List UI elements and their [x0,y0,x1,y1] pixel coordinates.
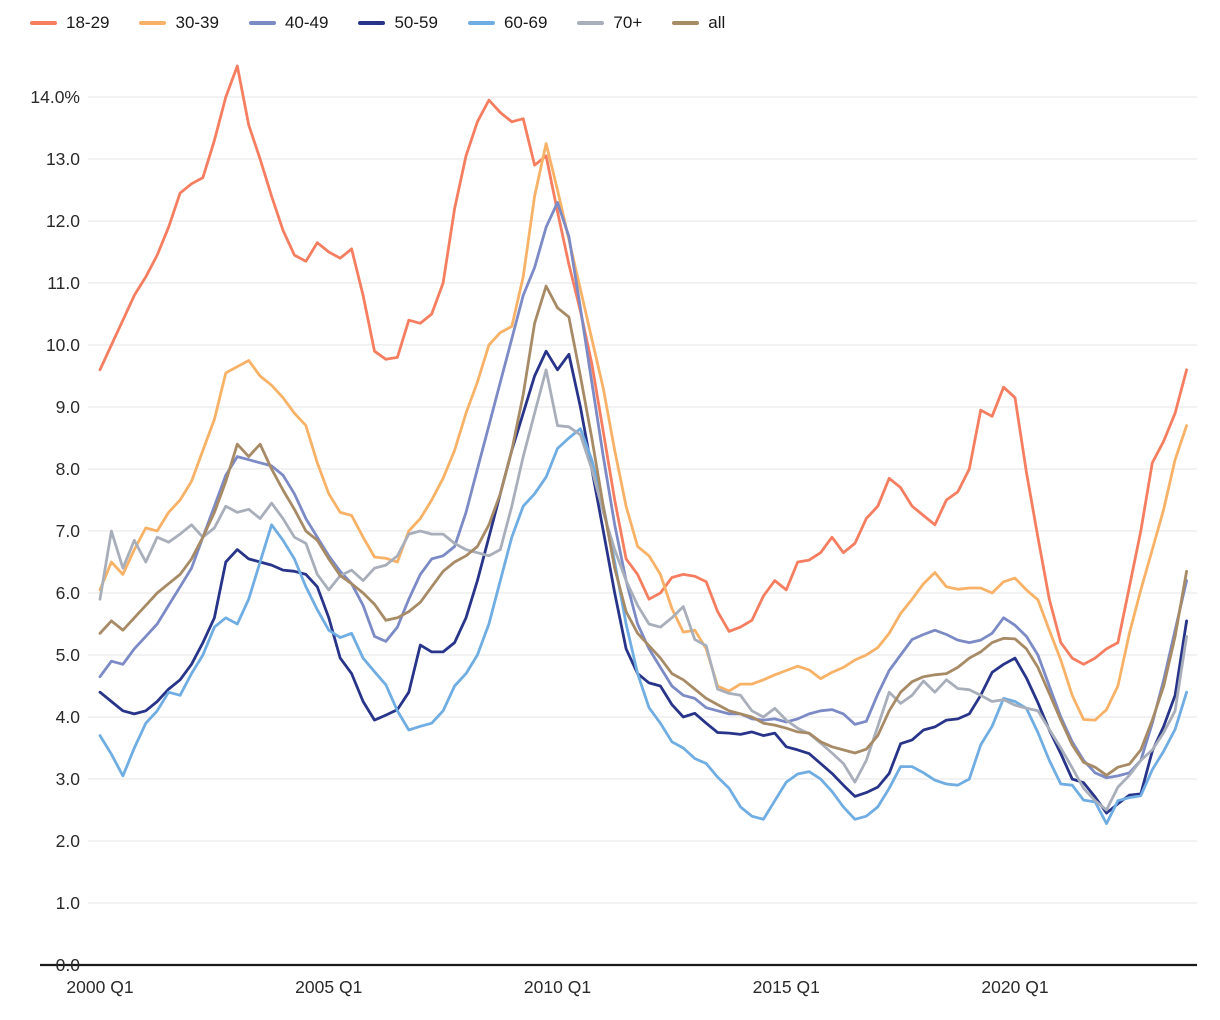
legend-item-60-69: 60-69 [467,13,548,32]
y-axis-label: 12.0 [46,211,80,231]
series-line-all [98,284,1188,777]
series-line-50-59 [98,349,1188,815]
legend-item-label: 50-59 [394,13,438,32]
legend-swatch-icon [672,20,700,25]
y-axis-label: 5.0 [56,645,81,665]
legend-item-50-59: 50-59 [358,13,438,32]
y-axis-label: 7.0 [56,521,81,541]
series-line-30-39 [98,142,1188,722]
legend-item-label: all [708,13,726,32]
y-axis-label: 0.0 [56,955,81,975]
legend-swatch-icon [358,20,386,25]
legend-item-label: 18-29 [66,13,110,32]
legend-swatch-icon [467,20,495,25]
y-axis-label: 13.0 [46,149,80,169]
legend-swatch-icon [139,20,167,25]
x-axis-label: 2000 Q1 [66,977,133,997]
series-line-18-29 [98,64,1188,666]
legend-item-30-39: 30-39 [139,13,219,32]
legend-item-40-49: 40-49 [248,13,329,32]
y-axis-label: 11.0 [47,273,80,293]
x-axis-labels: 2000 Q1 2005 Q1 2010 Q1 2015 Q1 2020 Q1 [66,977,1048,997]
series-line-70+ [98,368,1188,812]
legend-swatch-icon [248,20,276,25]
legend-item-label: 70+ [613,13,643,32]
y-axis-label: 2.0 [56,831,81,851]
series-line-40-49 [98,200,1188,780]
legend-item-label: 60-69 [503,13,548,32]
chart-legend: 18-29 30-39 40-49 50-59 60-69 70+ all [30,14,725,31]
x-axis-label: 2010 Q1 [524,977,591,997]
y-axis-label: 3.0 [56,769,81,789]
x-axis-label: 2020 Q1 [981,977,1048,997]
series-line-60-69 [98,427,1188,825]
legend-swatch-icon [577,20,605,25]
x-axis-label: 2005 Q1 [295,977,362,997]
gridlines [40,96,1197,967]
y-axis-label: 9.0 [56,397,81,417]
legend-item-70+: 70+ [577,14,642,31]
series-lines [98,64,1188,825]
legend-item-label: 40-49 [284,13,329,32]
legend-item-all: all [672,14,725,31]
y-axis-label: 8.0 [56,459,81,479]
y-axis-label: 14.0% [30,87,80,107]
legend-item-18-29: 18-29 [30,14,109,31]
legend-swatch-icon [30,20,57,25]
y-axis-label: 10.0 [46,335,80,355]
x-axis-label: 2015 Q1 [753,977,820,997]
legend-item-label: 30-39 [175,13,219,32]
y-axis-label: 1.0 [56,893,81,913]
y-axis-label: 4.0 [56,707,81,727]
y-axis-labels: 0.0 1.0 2.0 3.0 4.0 5.0 6.0 7.0 8.0 9.0 10.0 11.0 12… [30,87,80,975]
y-axis-label: 6.0 [56,583,81,603]
